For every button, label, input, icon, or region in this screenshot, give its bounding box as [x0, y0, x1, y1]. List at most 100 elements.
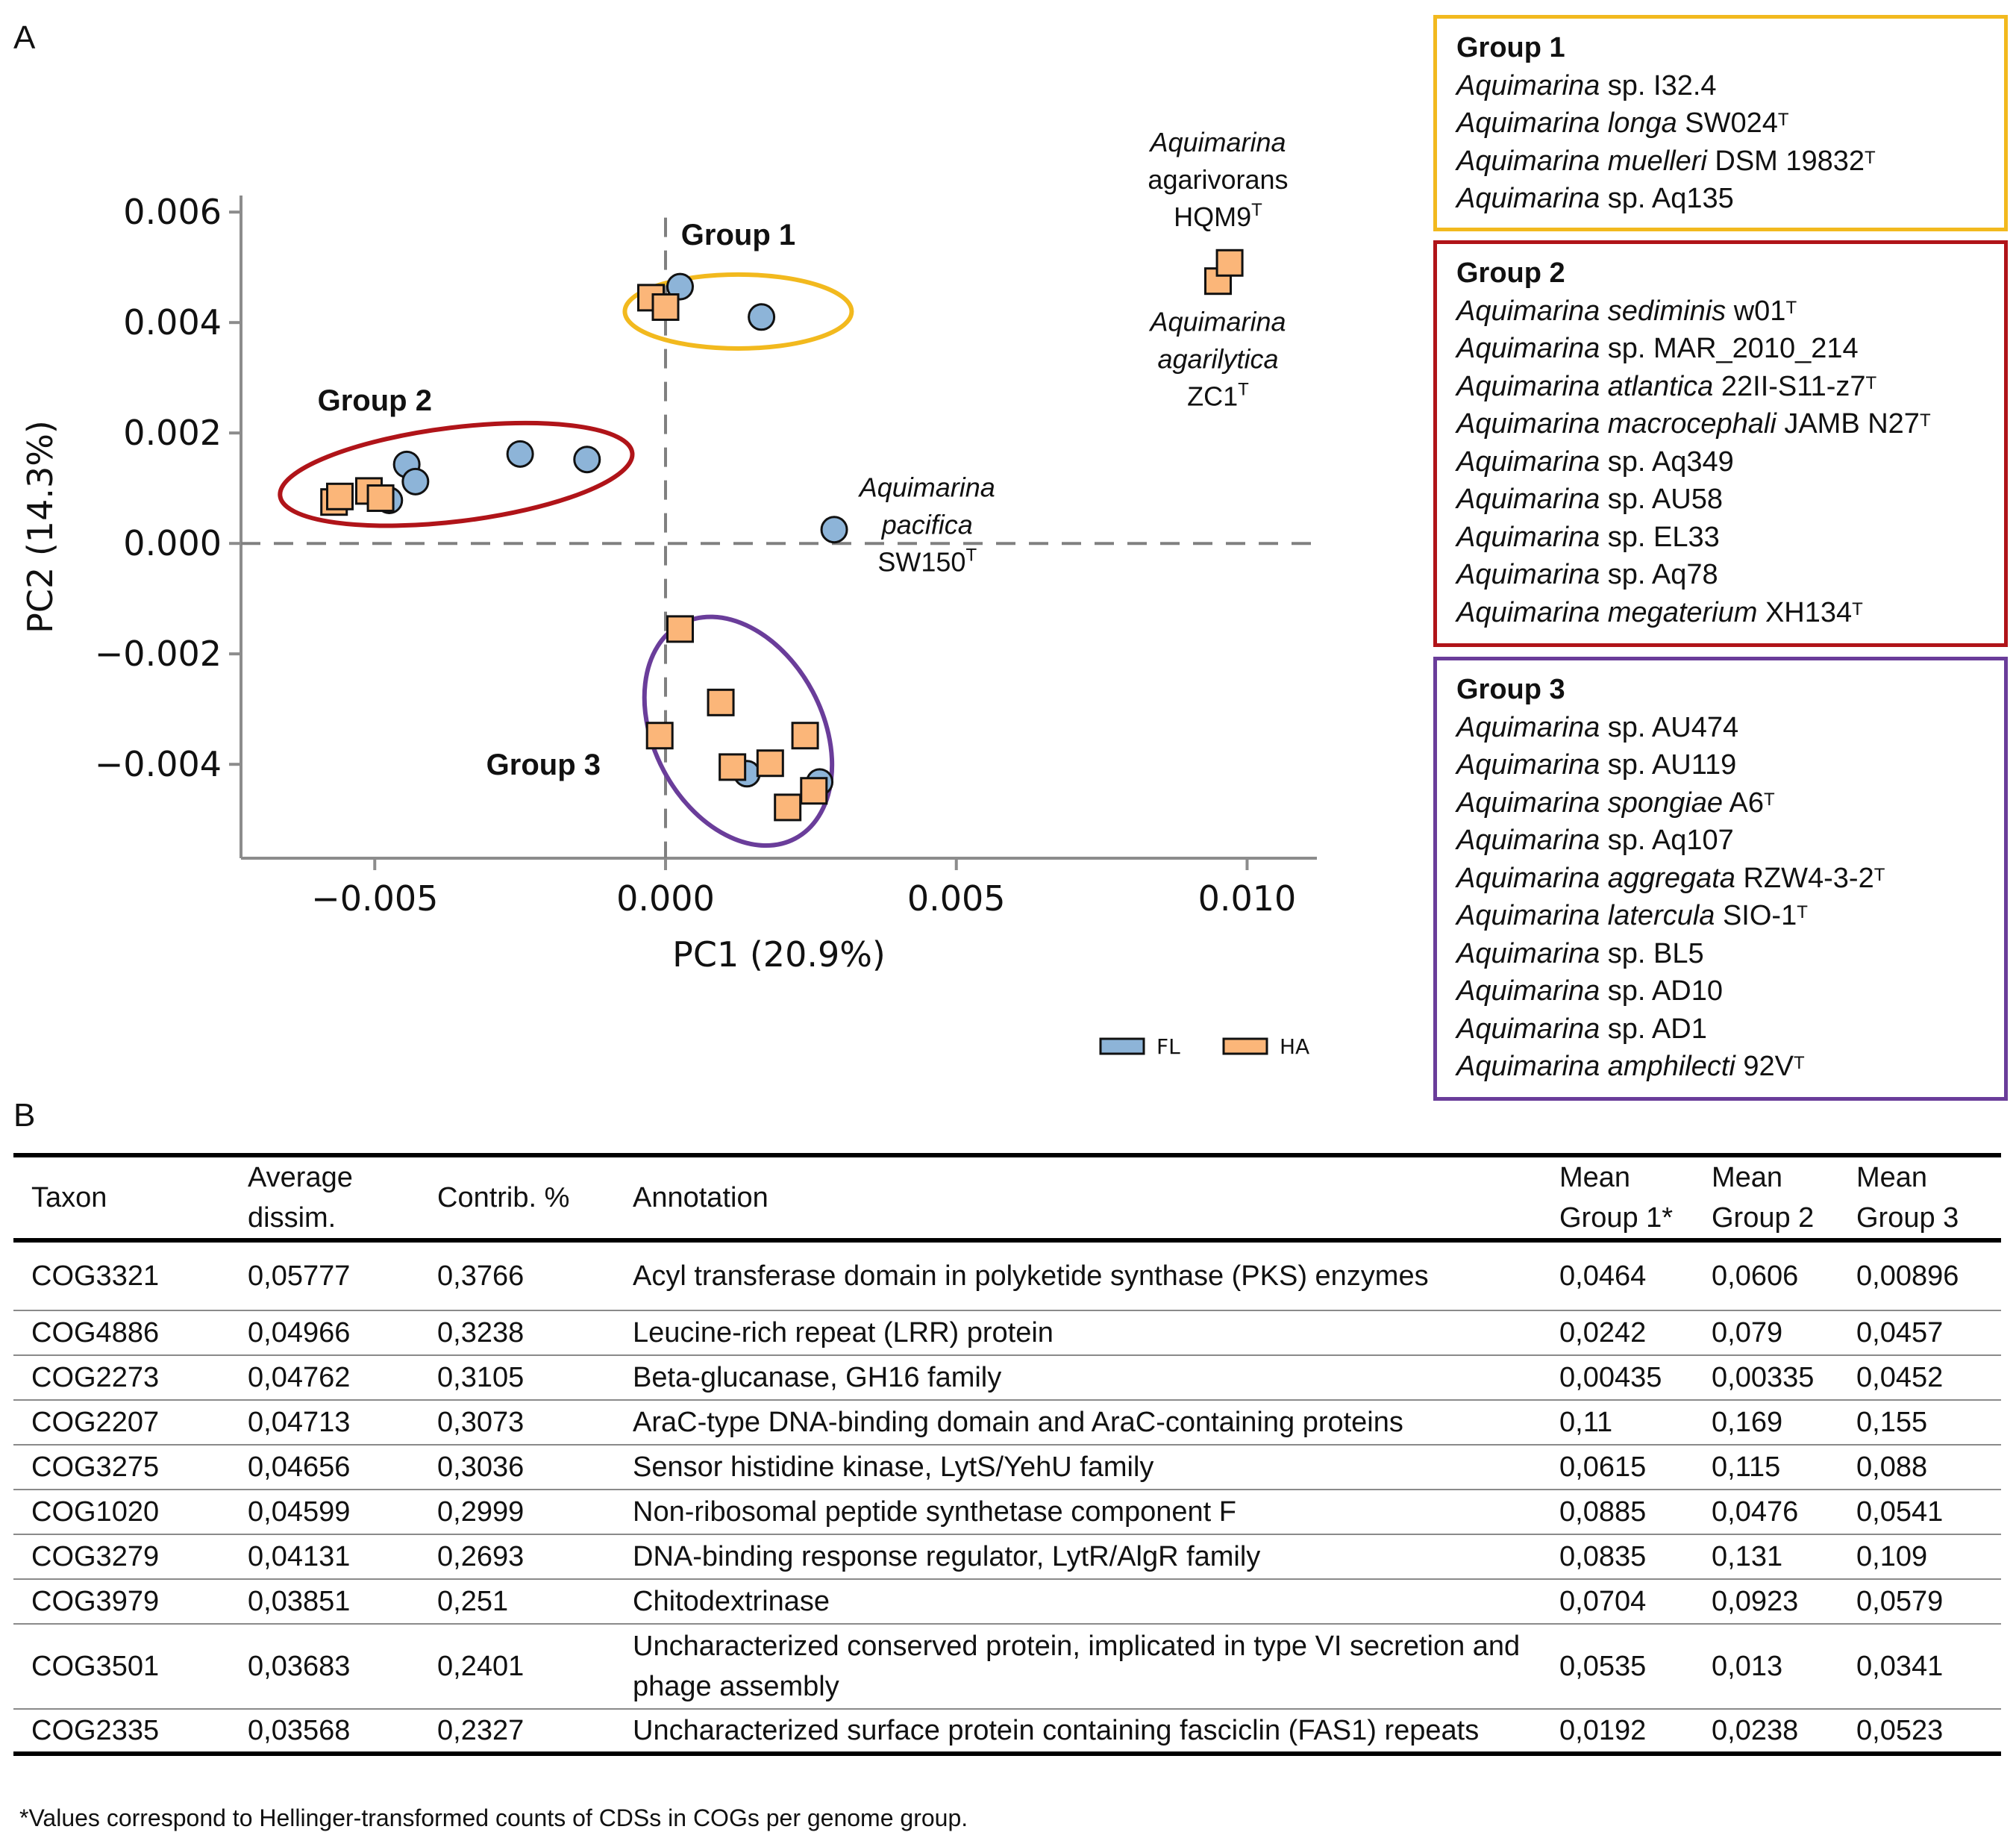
table-cell: 0,0885: [1559, 1496, 1647, 1528]
table-cell: 0,088: [1856, 1451, 1928, 1483]
taxon-cell: COG3501: [31, 1651, 160, 1682]
table-cell: 0,05777: [248, 1260, 351, 1292]
panel-a-label: A: [13, 19, 36, 56]
table-cell: 0,169: [1712, 1407, 1783, 1438]
group-member: Aquimarina sp. EL33: [1456, 521, 1720, 553]
table-cell: Uncharacterized conserved protein, impli…: [633, 1631, 1521, 1702]
data-point-fl: [820, 516, 848, 544]
table-row: COG3979 0,03851 0,251 Chitodextrinase 0,0704…: [13, 1579, 2001, 1624]
group-member: Aquimarina sp. AD1: [1456, 1013, 1707, 1045]
table-cell: Leucine-rich repeat (LRR) protein: [633, 1317, 1054, 1348]
group-member: Aquimarina sp. Aq349: [1456, 446, 1734, 478]
table-header-cell: Taxon: [31, 1182, 107, 1213]
table-cell: 0,04656: [248, 1451, 351, 1483]
taxon-cell: COG2207: [31, 1407, 160, 1438]
group-member: Aquimarina sediminis w01T: [1456, 295, 1797, 327]
group-ellipse: [622, 272, 854, 351]
group-member: Aquimarina atlantica 22II-S11-z7T: [1456, 370, 1877, 402]
table-cell: 0,00435: [1559, 1362, 1662, 1393]
table-header-cell: Mean Group 2: [1712, 1162, 1815, 1234]
table-cell: 0,3073: [437, 1407, 525, 1438]
y-tick-label: 0.000: [123, 523, 222, 563]
table-cell: 0,03851: [248, 1586, 351, 1617]
table-cell: 0,0835: [1559, 1541, 1647, 1572]
table-cell: Chitodextrinase: [633, 1586, 830, 1617]
dissimilarity-table: Taxon Average dissim. Contrib. % Annotation…: [13, 1153, 2001, 1756]
x-tick-label: 0.005: [907, 878, 1006, 919]
data-point-ha: [326, 482, 354, 510]
table-cell: 0,04762: [248, 1362, 351, 1393]
table-cell: Sensor histidine kinase, LytS/YehU famil…: [633, 1451, 1154, 1483]
table-cell: 0,251: [437, 1586, 509, 1617]
x-tick-label: 0.010: [1198, 878, 1297, 919]
data-point-fl: [748, 303, 776, 331]
data-point-ha: [707, 688, 735, 716]
group-box-2: Group 2 Aquimarina sediminis w01T Aquimari…: [1433, 240, 2008, 647]
x-axis-label: PC1 (20.9%): [672, 934, 886, 975]
table-row: COG3275 0,04656 0,3036 Sensor histidine kin…: [13, 1445, 2001, 1490]
taxon-cell: COG3275: [31, 1451, 160, 1483]
table-cell: 0,109: [1856, 1541, 1928, 1572]
group-member: Aquimarina sp. AU58: [1456, 484, 1723, 515]
y-tick-label: −0.002: [95, 634, 222, 674]
group-member: Aquimarina sp. Aq135: [1456, 183, 1734, 214]
group-member: Aquimarina aggregata RZW4-3-2T: [1456, 862, 1885, 894]
point-annotation: pacifica: [881, 509, 973, 540]
data-point-fl: [573, 446, 601, 474]
table-cell: 0,03568: [248, 1715, 351, 1746]
group-member: Aquimarina amphilecti 92VT: [1456, 1051, 1805, 1082]
y-tick-label: −0.004: [95, 744, 222, 784]
data-point-ha: [756, 749, 784, 778]
table-header-cell: Annotation: [633, 1182, 768, 1213]
table-row: COG3501 0,03683 0,2401 Uncharacterized cons…: [13, 1624, 2001, 1709]
group-member: Aquimarina macrocephali JAMB N27T: [1456, 408, 1931, 440]
data-point-ha: [651, 293, 680, 321]
pca-scatter-plot: −0.005 0.000 0.005 0.010 −0.004 −0.002 0.000 0.…: [20, 127, 1317, 1059]
table-cell: 0,013: [1712, 1651, 1783, 1682]
taxon-cell: COG2335: [31, 1715, 160, 1746]
table-cell: AraC-type DNA-binding domain and AraC-co…: [633, 1407, 1403, 1438]
table-cell: 0,00335: [1712, 1362, 1815, 1393]
table-row: COG1020 0,04599 0,2999 Non-ribosomal peptid…: [13, 1490, 2001, 1534]
table-cell: Beta-glucanase, GH16 family: [633, 1362, 1002, 1393]
table-cell: 0,0704: [1559, 1586, 1647, 1617]
group-member: Aquimarina sp. Aq78: [1456, 559, 1718, 590]
group-member: Aquimarina sp. AU474: [1456, 711, 1739, 743]
table-header-cell: Mean Group 1*: [1559, 1162, 1674, 1234]
table-cell: 0,04713: [248, 1407, 351, 1438]
table-cell: 0,3036: [437, 1451, 525, 1483]
table-cell: 0,2327: [437, 1715, 525, 1746]
x-tick-label: −0.005: [311, 878, 438, 919]
table-cell: 0,0579: [1856, 1586, 1944, 1617]
table-cell: 0,3105: [437, 1362, 525, 1393]
taxon-cell: COG4886: [31, 1317, 160, 1348]
point-annotation: agarilytica: [1157, 343, 1278, 374]
taxon-cell: COG2273: [31, 1362, 160, 1393]
table-cell: Acyl transferase domain in polyketide sy…: [633, 1260, 1429, 1292]
taxon-cell: COG1020: [31, 1496, 160, 1528]
group-member: Aquimarina sp. I32.4: [1456, 69, 1717, 101]
data-point-fl: [506, 440, 534, 468]
point-annotation: Aquimarina: [858, 472, 995, 502]
table-header-cell: Contrib. %: [437, 1182, 570, 1213]
table-header-row: Taxon Average dissim. Contrib. % Annotation…: [13, 1155, 2001, 1240]
table-cell: 0,115: [1712, 1451, 1781, 1483]
table-cell: 0,0192: [1559, 1715, 1647, 1746]
panel-b-label: B: [13, 1097, 36, 1134]
taxon-cell: COG3979: [31, 1586, 160, 1617]
table-cell: 0,00896: [1856, 1260, 1959, 1292]
group-ellipse: [278, 420, 635, 528]
group-member: Aquimarina longa SW024T: [1456, 107, 1789, 139]
data-point-ha: [645, 722, 674, 750]
table-header-cell: Average dissim.: [248, 1162, 353, 1234]
table-cell: DNA-binding response regulator, LytR/Alg…: [633, 1541, 1261, 1572]
group-box-title: Group 1: [1456, 32, 1565, 63]
group-member: Aquimarina sp. AU119: [1456, 749, 1737, 781]
data-point-ha: [719, 753, 747, 781]
data-point-ha: [666, 615, 694, 643]
group-member: Aquimarina latercula SIO-1T: [1456, 900, 1808, 931]
group-box-title: Group 2: [1456, 257, 1565, 289]
taxon-cell: COG3279: [31, 1541, 160, 1572]
table-cell: 0,0457: [1856, 1317, 1944, 1348]
point-annotation: HQM9T: [1174, 200, 1262, 232]
